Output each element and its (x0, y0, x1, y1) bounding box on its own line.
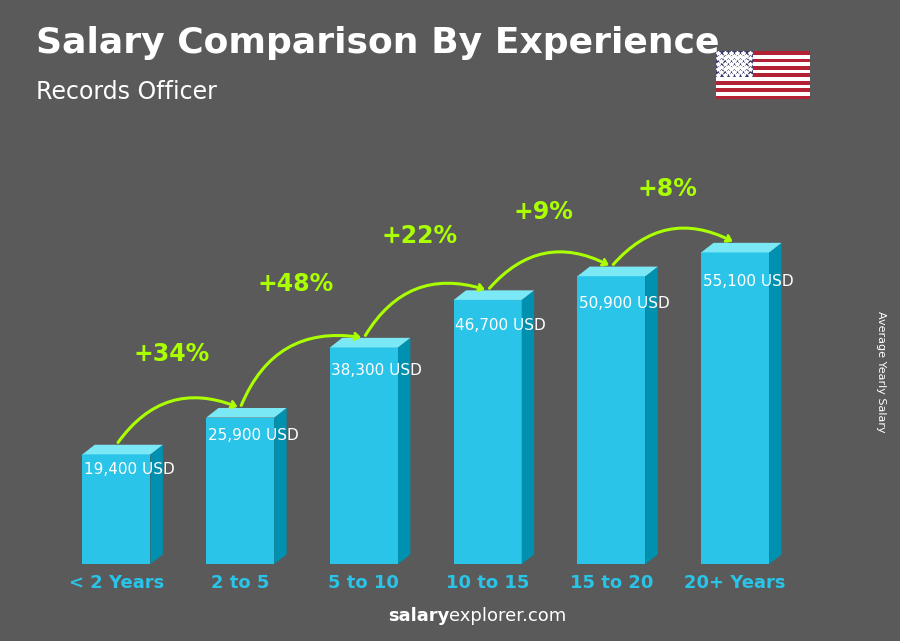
Text: Records Officer: Records Officer (36, 80, 217, 104)
Polygon shape (83, 445, 163, 454)
Bar (716, 81, 810, 85)
Text: explorer.com: explorer.com (449, 607, 566, 625)
Bar (716, 77, 810, 81)
Polygon shape (701, 253, 770, 564)
Bar (716, 51, 753, 77)
Text: 46,700 USD: 46,700 USD (455, 319, 545, 333)
Text: +9%: +9% (513, 200, 573, 224)
Text: 25,900 USD: 25,900 USD (208, 428, 298, 443)
Polygon shape (398, 338, 410, 564)
Text: salary: salary (388, 607, 449, 625)
Polygon shape (578, 267, 658, 276)
Bar (716, 66, 810, 70)
Bar (716, 70, 810, 74)
Bar (716, 92, 810, 96)
Text: 55,100 USD: 55,100 USD (703, 274, 793, 289)
Text: 19,400 USD: 19,400 USD (84, 462, 175, 477)
Bar (716, 51, 810, 55)
Bar (716, 96, 810, 99)
Polygon shape (578, 276, 645, 564)
Polygon shape (770, 243, 781, 564)
Polygon shape (454, 290, 534, 300)
Bar (716, 59, 810, 62)
Bar (716, 88, 810, 92)
Text: Salary Comparison By Experience: Salary Comparison By Experience (36, 26, 719, 60)
Polygon shape (330, 347, 398, 564)
Text: Average Yearly Salary: Average Yearly Salary (877, 311, 886, 433)
Polygon shape (206, 408, 286, 417)
Bar (716, 74, 810, 77)
Text: +8%: +8% (637, 176, 698, 201)
Polygon shape (150, 445, 163, 564)
Polygon shape (522, 290, 534, 564)
Bar (716, 62, 810, 66)
Polygon shape (206, 417, 274, 564)
Polygon shape (454, 300, 522, 564)
Text: 38,300 USD: 38,300 USD (331, 363, 422, 378)
Polygon shape (330, 338, 410, 347)
Polygon shape (274, 408, 286, 564)
Text: +34%: +34% (134, 342, 211, 365)
Text: +48%: +48% (257, 272, 334, 296)
Bar (716, 85, 810, 88)
Bar (716, 55, 810, 59)
Polygon shape (701, 243, 781, 253)
Text: 50,900 USD: 50,900 USD (579, 296, 670, 312)
Text: +22%: +22% (382, 224, 458, 248)
Polygon shape (645, 267, 658, 564)
Polygon shape (83, 454, 150, 564)
